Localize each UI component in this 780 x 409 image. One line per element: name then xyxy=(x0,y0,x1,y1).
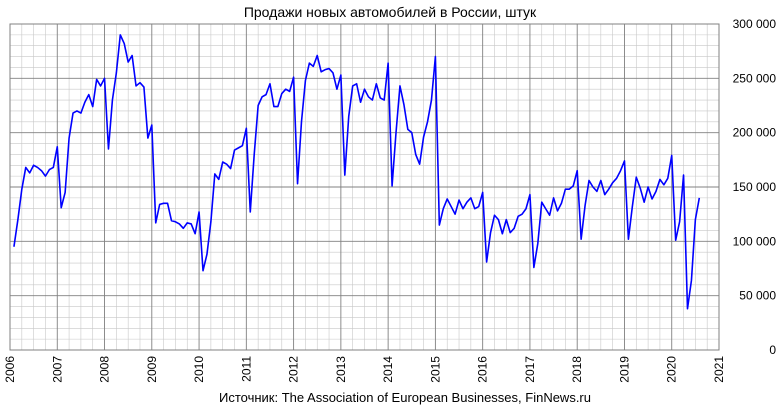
chart-title: Продажи новых автомобилей в России, штук xyxy=(244,4,537,20)
x-tick-label: 2009 xyxy=(145,356,159,383)
x-tick-label: 2017 xyxy=(523,356,537,383)
x-tick-label: 2016 xyxy=(476,356,490,383)
x-tick-label: 2020 xyxy=(665,356,679,383)
y-tick-label: 100 000 xyxy=(733,234,777,248)
x-axis-ticks: 2006 2007 2008 2009 2010 2011 2012 2013 2014 2015… xyxy=(3,356,726,383)
series-line-sales xyxy=(13,34,701,310)
x-tick-label: 2011 xyxy=(239,356,253,382)
y-tick-label: 150 000 xyxy=(733,180,777,194)
major-grid xyxy=(9,23,720,351)
source-note: Источник: The Association of European Bu… xyxy=(219,390,591,405)
x-tick-label: 2018 xyxy=(570,356,584,383)
y-axis-ticks: 0 50 000 100 000 150 000 200 000 250 000 300 0… xyxy=(733,17,777,357)
y-tick-label: 50 000 xyxy=(739,289,776,303)
x-tick-label: 2019 xyxy=(617,356,631,383)
x-tick-label: 2006 xyxy=(3,356,17,383)
x-tick-label: 2010 xyxy=(192,356,206,383)
x-tick-label: 2012 xyxy=(287,356,301,383)
y-tick-label: 200 000 xyxy=(733,126,777,140)
x-tick-label: 2015 xyxy=(428,356,442,383)
y-tick-label: 250 000 xyxy=(733,71,777,85)
x-tick-label: 2021 xyxy=(712,356,726,383)
x-tick-label: 2014 xyxy=(381,356,395,383)
x-tick-label: 2007 xyxy=(50,356,64,383)
x-tick-label: 2008 xyxy=(98,356,112,383)
y-tick-label: 0 xyxy=(769,343,776,357)
y-tick-label: 300 000 xyxy=(733,17,777,31)
x-tick-label: 2013 xyxy=(334,356,348,383)
